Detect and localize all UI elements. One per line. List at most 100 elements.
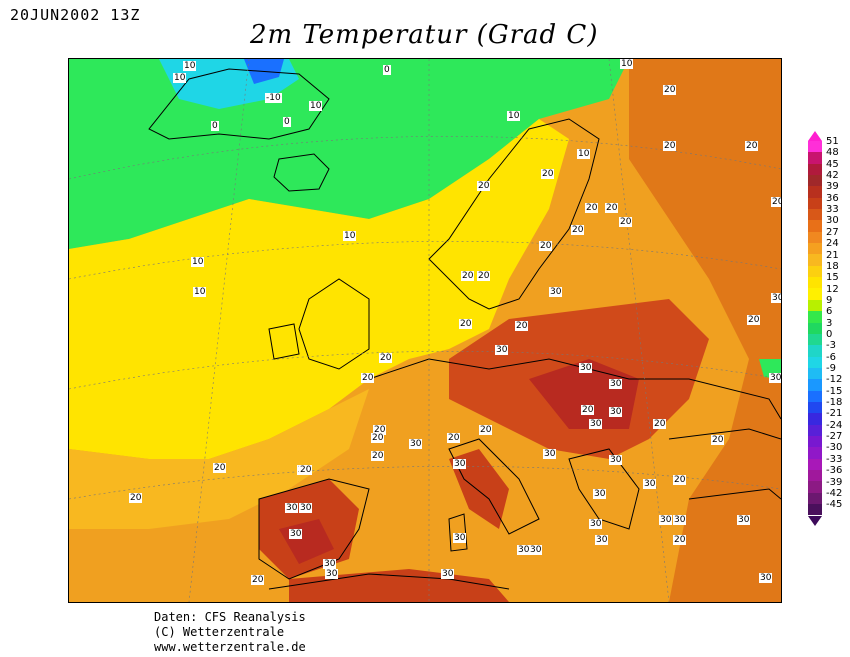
contour-label: 20 <box>541 169 555 179</box>
ireland-outline <box>268 323 300 360</box>
legend-tick-label: -9 <box>826 363 836 374</box>
contour-label: 10 <box>507 111 521 121</box>
contour-label: 20 <box>361 373 375 383</box>
legend-swatch <box>808 413 822 425</box>
iceland-outline <box>273 153 330 192</box>
contour-label: 10 <box>173 73 187 83</box>
legend-tick-label: 18 <box>826 260 839 272</box>
contour-label: 20 <box>371 433 385 443</box>
contour-label: 30 <box>517 545 531 555</box>
legend-swatch <box>808 141 822 153</box>
contour-label: 30 <box>643 479 657 489</box>
legend-swatch <box>808 277 822 289</box>
africa-coast <box>268 573 510 590</box>
hot-zone-italy <box>449 449 509 529</box>
balkans-outline <box>568 448 640 530</box>
contour-label: 20 <box>447 433 461 443</box>
legend-tick-label: -27 <box>826 431 843 443</box>
contour-label: 30 <box>759 573 773 583</box>
credits-line: Daten: CFS Reanalysis <box>154 610 306 624</box>
contour-label: 20 <box>619 217 633 227</box>
sardinia-outline <box>448 513 468 552</box>
contour-label: 10 <box>191 257 205 267</box>
contour-label: 20 <box>539 241 553 251</box>
contour-label: 30 <box>285 503 299 513</box>
contour-label: 20 <box>581 405 595 415</box>
contour-label: 30 <box>609 407 623 417</box>
contour-label: -10 <box>265 93 282 103</box>
legend-swatch <box>808 356 822 368</box>
legend-tick-label: -6 <box>826 351 836 363</box>
legend-swatch <box>808 435 822 448</box>
legend-swatch <box>808 311 822 323</box>
legend-tick-label: -18 <box>826 397 843 409</box>
legend-tick-label: -24 <box>826 419 843 431</box>
contour-label: 20 <box>711 435 725 445</box>
turkey-coast <box>688 488 781 500</box>
legend-tick-label: 36 <box>826 192 839 204</box>
legend-swatch <box>808 243 822 255</box>
legend-swatch <box>808 390 822 402</box>
contour-label: 20 <box>771 197 781 207</box>
legend-swatch <box>808 197 822 210</box>
contour-label: 20 <box>663 85 677 95</box>
legend-top-arrow <box>808 131 822 141</box>
legend-swatch <box>808 299 822 312</box>
contour-label: 30 <box>659 515 673 525</box>
contour-label: 20 <box>585 203 599 213</box>
contour-label: 20 <box>251 575 265 585</box>
contour-label: 20 <box>477 271 491 281</box>
contour-label: 10 <box>620 59 634 69</box>
legend-tick-label: 39 <box>826 181 839 193</box>
legend-swatch <box>808 186 822 198</box>
legend-tick-label: -33 <box>826 453 843 465</box>
legend-tick-label: -30 <box>826 442 843 454</box>
legend-swatch <box>808 458 822 470</box>
contour-label: 0 <box>383 65 391 75</box>
legend-swatch <box>808 322 822 334</box>
color-legend <box>808 141 822 516</box>
legend-tick-label: 42 <box>826 170 839 182</box>
legend-tick-label: 6 <box>826 306 833 318</box>
contour-label: 30 <box>549 287 563 297</box>
contour-label: 30 <box>609 379 623 389</box>
legend-bottom-arrow <box>808 515 822 526</box>
map-title: 2m Temperatur (Grad C) <box>250 20 599 50</box>
contour-label: 20 <box>653 419 667 429</box>
scandinavia-outline <box>428 118 600 310</box>
iberia-outline <box>258 478 370 580</box>
legend-tick-label: -36 <box>826 465 843 477</box>
warm-zone-east <box>629 59 781 602</box>
contour-label: 30 <box>589 519 603 529</box>
black-sea-coast <box>668 428 781 440</box>
legend-tick-label: 48 <box>826 147 839 159</box>
contour-label: 30 <box>289 529 303 539</box>
credits-line: www.wetterzentrale.de <box>154 640 306 654</box>
contour-label: 30 <box>325 569 339 579</box>
temperature-map: 10 10 -10 10 0 0 10 0 10 20 20 20 10 20 … <box>68 58 782 603</box>
legend-tick-label: 0 <box>826 328 833 340</box>
legend-swatch <box>808 231 822 244</box>
legend-tick-label: 21 <box>826 249 839 261</box>
legend-tick-label: -39 <box>826 476 843 488</box>
contour-label: 10 <box>183 61 197 71</box>
legend-tick-label: -3 <box>826 340 836 352</box>
contour-label: 20 <box>605 203 619 213</box>
contour-label: 10 <box>193 287 207 297</box>
contour-label: 10 <box>577 149 591 159</box>
legend-swatch <box>808 469 822 482</box>
legend-swatch <box>808 379 822 391</box>
legend-swatch <box>808 175 822 187</box>
legend-swatch <box>808 209 822 221</box>
legend-tick-label: -21 <box>826 408 843 420</box>
legend-tick-label: 27 <box>826 226 839 238</box>
italy-outline <box>448 438 540 535</box>
contour-label: 10 <box>309 101 323 111</box>
legend-swatch <box>808 481 822 493</box>
legend-tick-label: 24 <box>826 238 839 250</box>
legend-swatch <box>808 288 822 300</box>
contour-label: 20 <box>373 425 387 435</box>
legend-swatch <box>808 163 822 176</box>
contour-label: 20 <box>379 353 393 363</box>
legend-swatch <box>808 504 822 516</box>
